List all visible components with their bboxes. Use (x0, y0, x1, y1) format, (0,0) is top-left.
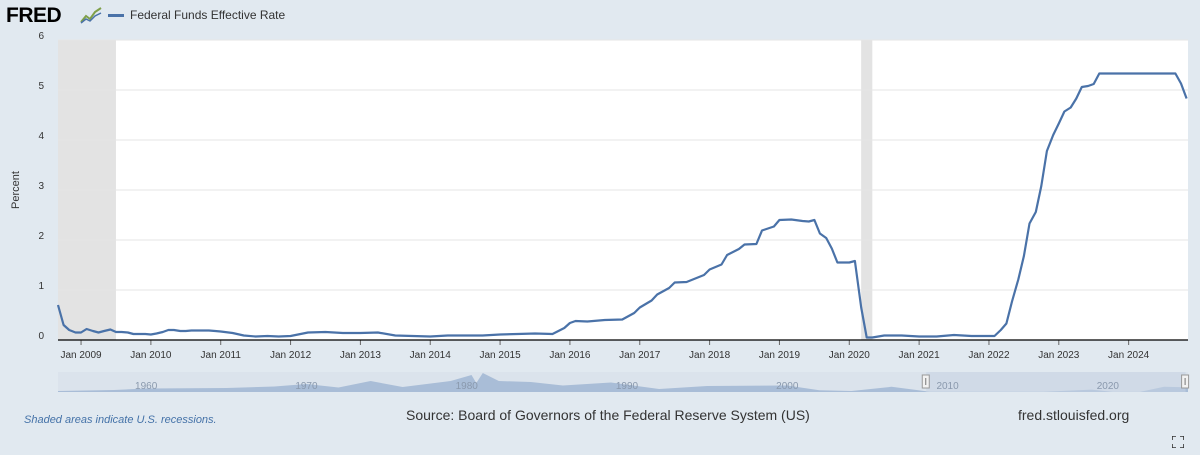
y-tick-label: 1 (38, 281, 44, 292)
navigator-tick-label: 1970 (295, 381, 318, 392)
x-tick-label: Jan 2009 (60, 350, 102, 361)
x-tick-label: Jan 2012 (270, 350, 312, 361)
navigator-tick-label: 1990 (616, 381, 639, 392)
y-tick-label: 6 (38, 31, 44, 42)
chart-area[interactable]: 0 1 2 3 4 5 6 Jan 2009 Jan 2010 Jan 2011 Jan 2012… (0, 0, 1200, 400)
x-tick-label: Jan 2013 (340, 350, 382, 361)
x-tick-label: Jan 2016 (549, 350, 591, 361)
navigator-series-area (58, 373, 1188, 392)
site-link[interactable]: fred.stlouisfed.org (1018, 407, 1130, 423)
legend-swatch (108, 13, 124, 17)
recession-note: Shaded areas indicate U.S. recessions. (24, 414, 217, 426)
navigator-tick-label: 2000 (776, 381, 799, 392)
x-tick-label: Jan 2020 (829, 350, 871, 361)
y-axis-ticks: 0 1 2 3 4 5 6 (38, 31, 44, 342)
chart-header: FRED Federal Funds Effective Rate (0, 0, 1200, 32)
y-tick-label: 5 (38, 81, 44, 92)
navigator[interactable]: 1960 1970 1980 1990 2000 2010 2020 (58, 372, 1190, 392)
source-credit: Source: Board of Governors of the Federa… (406, 407, 810, 423)
chart-legend: Federal Funds Effective Rate (108, 8, 285, 22)
navigator-tick-label: 2010 (936, 381, 959, 392)
x-tick-label: Jan 2019 (759, 350, 801, 361)
y-tick-label: 4 (38, 131, 44, 142)
navigator-handles[interactable] (921, 374, 1190, 389)
x-tick-label: Jan 2023 (1038, 350, 1080, 361)
navigator-selection[interactable] (926, 372, 1186, 392)
y-tick-label: 2 (38, 231, 44, 242)
navigator-background (58, 372, 1188, 392)
y-tick-label: 0 (38, 331, 44, 342)
navigator-tick-labels: 1960 1970 1980 1990 2000 2010 2020 (135, 381, 1119, 392)
x-tick-label: Jan 2018 (689, 350, 731, 361)
navigator-tick-label: 1980 (456, 381, 479, 392)
navigator-tick-label: 1960 (135, 381, 158, 392)
series-line-fedfunds[interactable] (56, 72, 1188, 339)
x-axis-ticks: Jan 2009 Jan 2010 Jan 2011 Jan 2012 Jan 2013… (60, 340, 1150, 361)
navigator-tick-label: 2020 (1097, 381, 1120, 392)
x-tick-label: Jan 2014 (410, 350, 452, 361)
x-tick-label: Jan 2015 (480, 350, 522, 361)
x-tick-label: Jan 2011 (201, 350, 242, 361)
fred-logo[interactable]: FRED (6, 4, 62, 27)
legend-label: Federal Funds Effective Rate (130, 8, 286, 22)
x-tick-label: Jan 2017 (619, 350, 661, 361)
y-axis-label: Percent (10, 171, 22, 209)
fred-chart-icon (80, 6, 102, 24)
y-tick-label: 3 (38, 181, 44, 192)
x-tick-label: Jan 2022 (968, 350, 1010, 361)
fullscreen-icon[interactable] (1172, 436, 1184, 448)
x-tick-label: Jan 2010 (130, 350, 172, 361)
x-tick-label: Jan 2024 (1108, 350, 1150, 361)
x-tick-label: Jan 2021 (899, 350, 941, 361)
gridlines (58, 39, 1188, 291)
